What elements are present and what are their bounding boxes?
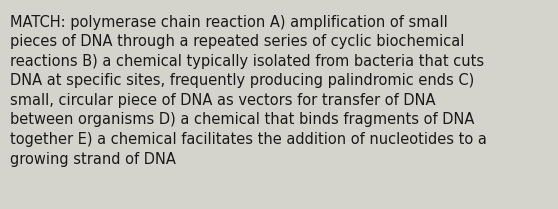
Text: MATCH: polymerase chain reaction A) amplification of small
pieces of DNA through: MATCH: polymerase chain reaction A) ampl…: [10, 15, 487, 167]
